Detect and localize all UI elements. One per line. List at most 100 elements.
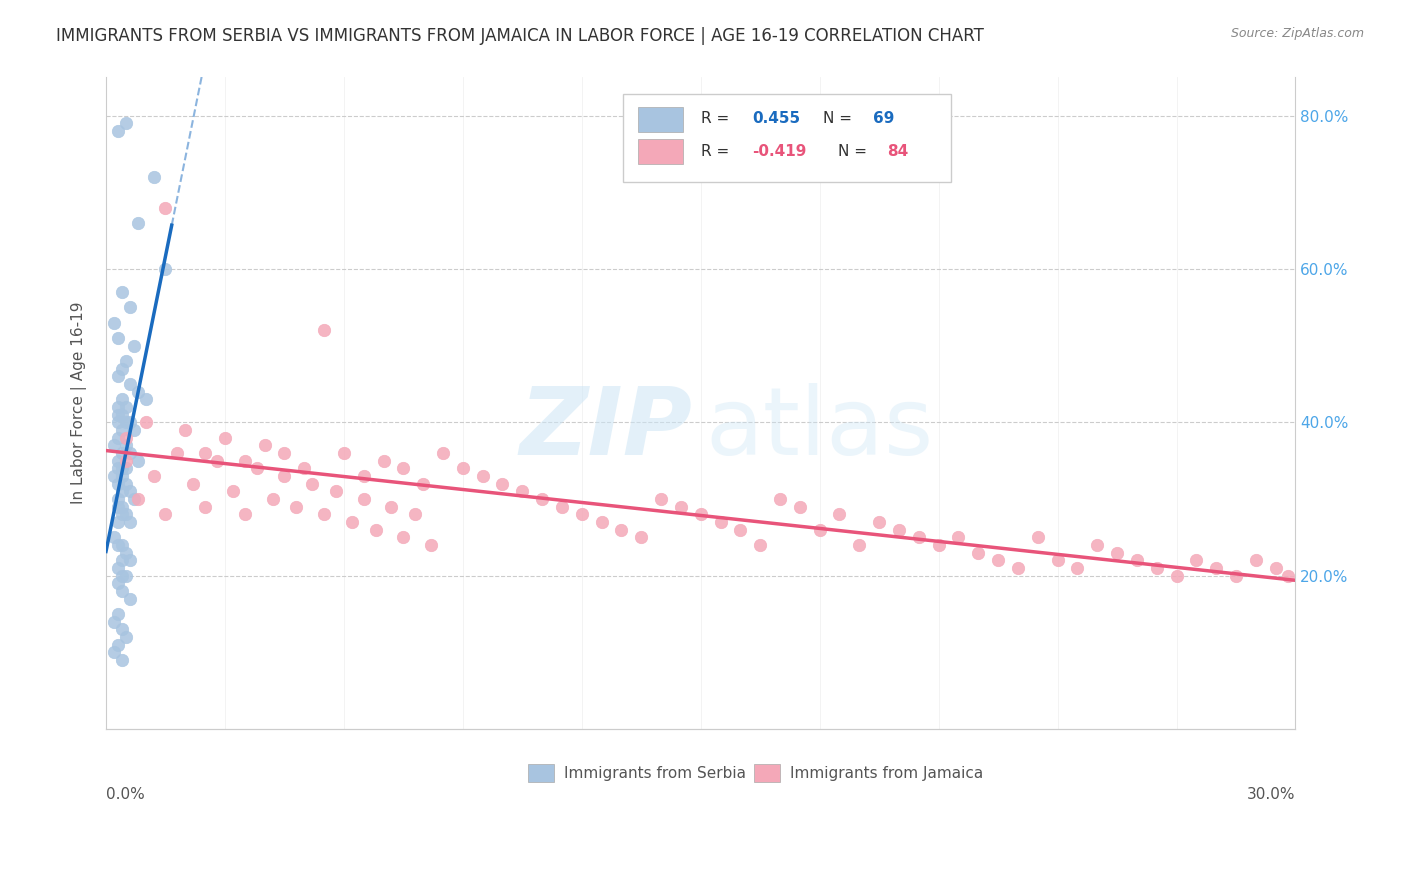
Point — [789, 500, 811, 514]
Point — [669, 500, 692, 514]
Point — [114, 508, 136, 522]
Point — [1046, 553, 1069, 567]
Text: N =: N = — [838, 144, 872, 159]
Point — [1205, 561, 1227, 575]
Point — [709, 515, 731, 529]
Point — [967, 545, 990, 559]
Point — [114, 400, 136, 414]
Point — [114, 354, 136, 368]
Point — [1007, 561, 1029, 575]
Point — [107, 561, 129, 575]
Point — [353, 469, 375, 483]
Point — [107, 515, 129, 529]
Point — [114, 453, 136, 467]
Point — [312, 323, 335, 337]
Point — [135, 415, 157, 429]
Point — [111, 285, 134, 299]
Point — [364, 523, 387, 537]
Point — [987, 553, 1010, 567]
Point — [333, 446, 356, 460]
Point — [103, 645, 125, 659]
Text: 0.0%: 0.0% — [105, 788, 145, 803]
Point — [1105, 545, 1128, 559]
Text: Immigrants from Jamaica: Immigrants from Jamaica — [790, 765, 983, 780]
Point — [1277, 568, 1299, 582]
Point — [571, 508, 593, 522]
Point — [848, 538, 870, 552]
Point — [111, 423, 134, 437]
Point — [111, 392, 134, 407]
Point — [118, 515, 141, 529]
Point — [114, 545, 136, 559]
Point — [650, 491, 672, 506]
Text: -0.419: -0.419 — [752, 144, 806, 159]
Point — [114, 568, 136, 582]
Text: 0.455: 0.455 — [752, 111, 800, 126]
Point — [107, 461, 129, 475]
Point — [205, 453, 228, 467]
Point — [111, 484, 134, 499]
Point — [103, 530, 125, 544]
Text: ZIP: ZIP — [519, 384, 692, 475]
Point — [107, 607, 129, 621]
Point — [107, 500, 129, 514]
Point — [828, 508, 851, 522]
Point — [312, 508, 335, 522]
Point — [111, 622, 134, 636]
Point — [142, 170, 165, 185]
Point — [107, 453, 129, 467]
Point — [340, 515, 363, 529]
Text: Immigrants from Serbia: Immigrants from Serbia — [564, 765, 747, 780]
Point — [118, 591, 141, 606]
Point — [166, 446, 188, 460]
Point — [155, 201, 177, 215]
Point — [404, 508, 426, 522]
Text: 30.0%: 30.0% — [1247, 788, 1295, 803]
Text: R =: R = — [700, 144, 734, 159]
Point — [114, 630, 136, 644]
Point — [630, 530, 652, 544]
Point — [273, 469, 295, 483]
Point — [118, 553, 141, 567]
Point — [103, 615, 125, 629]
Point — [174, 423, 197, 437]
Point — [1146, 561, 1168, 575]
Point — [491, 476, 513, 491]
Point — [155, 508, 177, 522]
FancyBboxPatch shape — [638, 139, 683, 164]
Point — [127, 491, 149, 506]
Point — [325, 484, 347, 499]
Point — [432, 446, 454, 460]
Point — [887, 523, 910, 537]
FancyBboxPatch shape — [638, 107, 683, 131]
Point — [122, 491, 145, 506]
Point — [111, 553, 134, 567]
Point — [111, 408, 134, 422]
Point — [730, 523, 752, 537]
Point — [111, 361, 134, 376]
Point — [114, 476, 136, 491]
Point — [222, 484, 245, 499]
Point — [292, 461, 315, 475]
Point — [808, 523, 831, 537]
Point — [103, 438, 125, 452]
Point — [114, 415, 136, 429]
Point — [868, 515, 890, 529]
Point — [107, 331, 129, 345]
Point — [194, 500, 217, 514]
Point — [253, 438, 276, 452]
Point — [103, 469, 125, 483]
Point — [392, 461, 415, 475]
Point — [107, 369, 129, 384]
Point — [111, 469, 134, 483]
Point — [107, 124, 129, 138]
Point — [907, 530, 929, 544]
Point — [301, 476, 323, 491]
Point — [689, 508, 711, 522]
Point — [114, 431, 136, 445]
Point — [127, 216, 149, 230]
Point — [1166, 568, 1188, 582]
Point — [107, 431, 129, 445]
FancyBboxPatch shape — [529, 764, 554, 782]
Point — [142, 469, 165, 483]
